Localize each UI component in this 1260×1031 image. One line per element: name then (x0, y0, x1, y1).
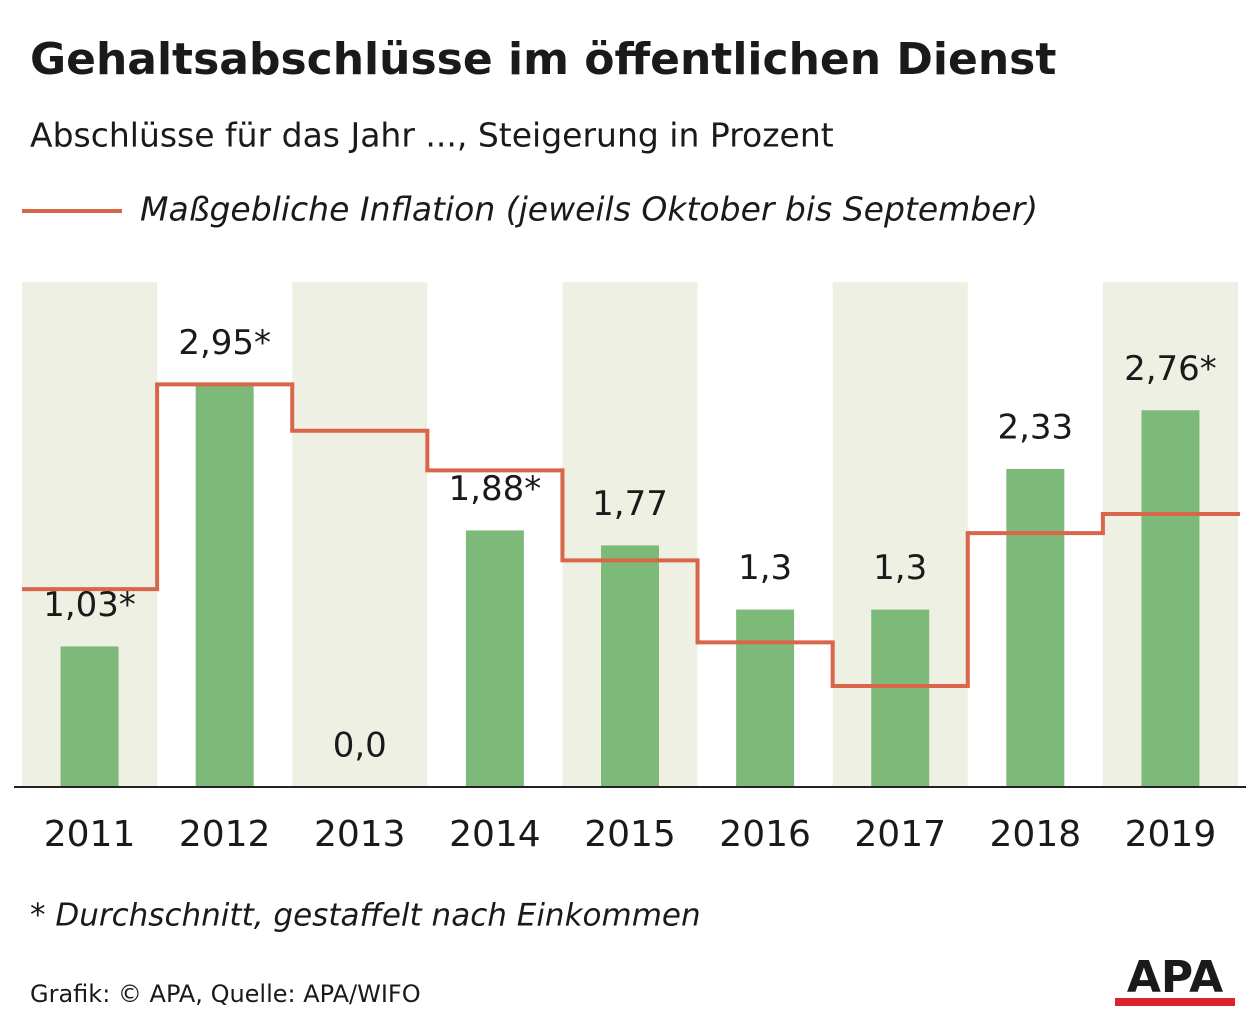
value-label: 0,0 (333, 726, 387, 766)
value-label: 1,77 (592, 484, 668, 524)
value-label: 1,88* (449, 469, 542, 509)
bar (601, 545, 659, 787)
logo: APA (1127, 952, 1223, 1003)
logo-bar (1115, 998, 1235, 1006)
bar (1141, 410, 1200, 787)
x-tick-label: 2012 (179, 814, 271, 855)
x-tick-label: 2018 (990, 814, 1082, 855)
source: Grafik: © APA, Quelle: APA/WIFO (30, 980, 421, 1008)
bar (60, 646, 119, 787)
footnote: * Durchschnitt, gestaffelt nach Einkomme… (30, 898, 701, 934)
x-tick-label: 2016 (719, 814, 811, 855)
bar (195, 384, 254, 787)
value-label: 2,33 (997, 407, 1073, 447)
x-tick-label: 2014 (449, 814, 541, 855)
value-label: 2,76* (1124, 349, 1217, 389)
bar (736, 609, 795, 787)
column-background (292, 282, 428, 787)
x-tick-label: 2013 (314, 814, 406, 855)
x-tick-label: 2015 (584, 814, 676, 855)
bar (871, 609, 930, 787)
value-label: 1,3 (873, 548, 927, 588)
chart-title: Gehaltsabschlüsse im öffentlichen Dienst (30, 34, 1056, 85)
value-label: 1,3 (738, 548, 792, 588)
x-tick-label: 2011 (44, 814, 136, 855)
x-tick-label: 2019 (1125, 814, 1217, 855)
bar (1006, 468, 1065, 787)
legend-label: Maßgebliche Inflation (jeweils Oktober b… (140, 190, 1038, 229)
value-label: 1,03* (43, 585, 136, 625)
bar (465, 530, 524, 787)
chart-subtitle: Abschlüsse für das Jahr ..., Steigerung … (30, 116, 834, 155)
value-label: 2,95* (178, 323, 271, 363)
x-tick-label: 2017 (854, 814, 946, 855)
